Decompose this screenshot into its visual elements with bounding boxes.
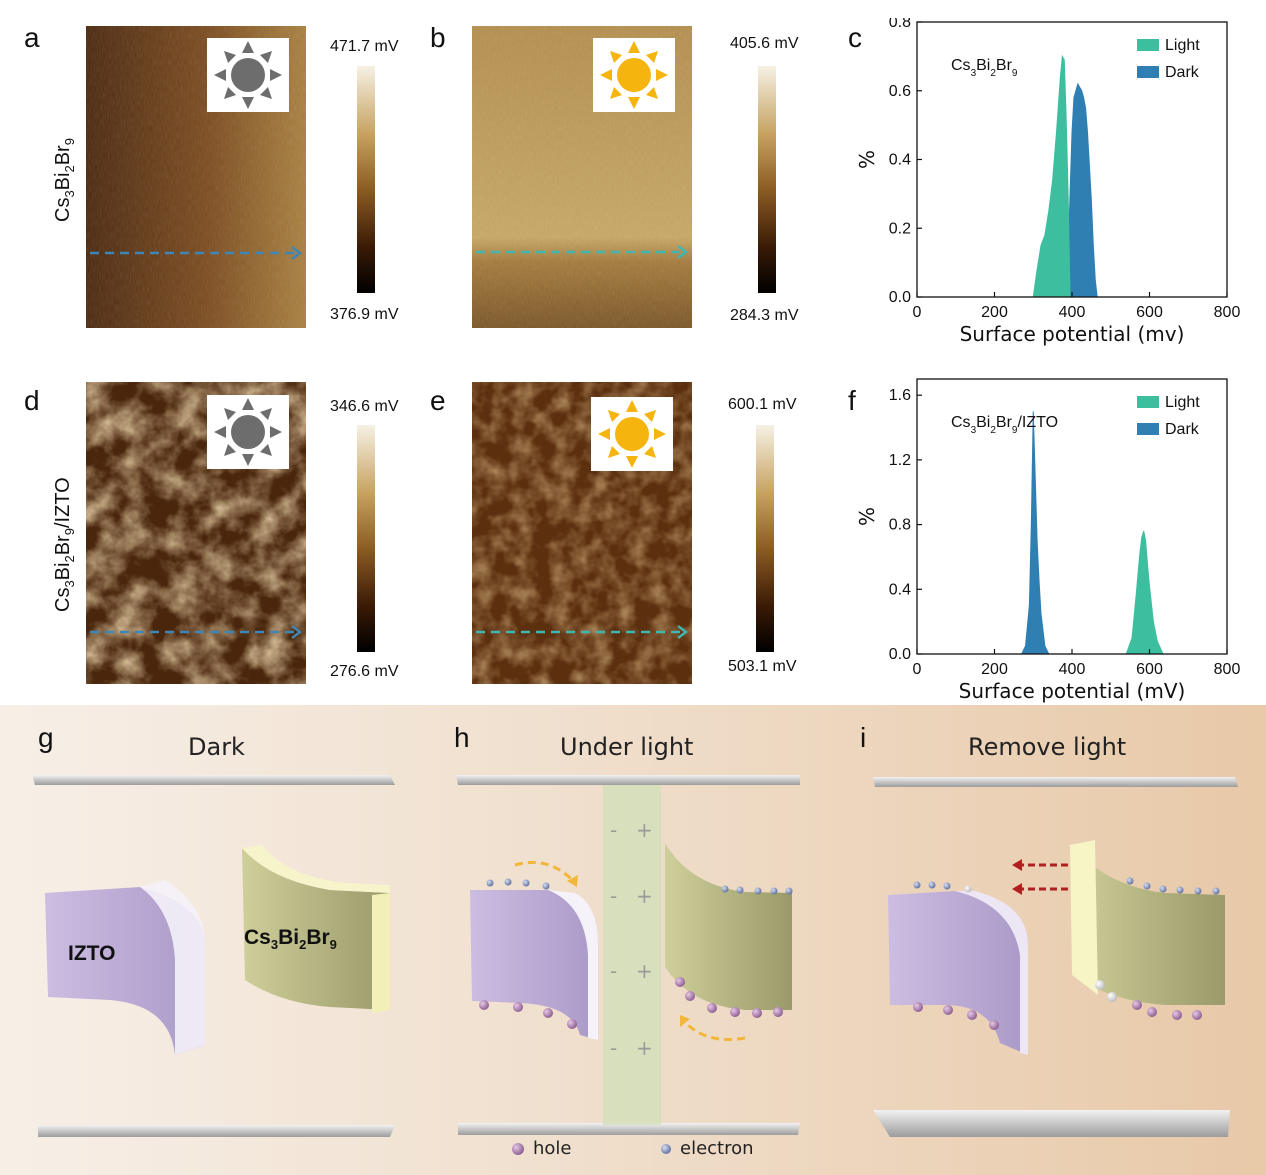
legend-label-light: Light xyxy=(1165,37,1200,54)
y-tick-label: 0.0 xyxy=(889,646,911,663)
legend-swatch-light xyxy=(1137,39,1159,51)
legend-swatch-light xyxy=(1137,396,1159,408)
y-tick-label: 0.2 xyxy=(889,220,911,237)
colorbar-b xyxy=(758,66,776,293)
bottom-electrode-h xyxy=(458,1123,800,1135)
arrow-head xyxy=(677,245,689,259)
y-axis-title: % xyxy=(855,150,879,169)
arrow-head xyxy=(677,625,689,639)
sample-label-row2: Cs3Bi2Br9/IZTO xyxy=(52,477,77,612)
y-tick-label: 0.4 xyxy=(889,581,911,598)
panel-letter-e: e xyxy=(430,385,446,416)
scene-title-under-light: Under light xyxy=(560,733,694,761)
svg-text:+: + xyxy=(636,818,653,842)
bottom-electrode-g xyxy=(38,1125,395,1137)
y-tick-label: 0.0 xyxy=(889,289,911,306)
colorbar-e-max: 600.1 mV xyxy=(728,396,797,413)
x-axis-title: Surface potential (mV) xyxy=(959,679,1186,703)
panel-letter-g: g xyxy=(38,722,54,753)
top-electrode-g xyxy=(32,775,395,785)
panel-letter-b: b xyxy=(430,22,446,53)
y-tick-label: 0.4 xyxy=(889,152,911,169)
svg-text:-: - xyxy=(610,818,617,842)
colorbar-a-min: 376.9 mV xyxy=(330,306,399,323)
dark-sun-icon xyxy=(207,395,289,469)
schematic-drawing: - + - + - + - + xyxy=(32,775,1238,1155)
chart-annotation: Cs3Bi2Br9/IZTO xyxy=(951,414,1058,436)
colorbar-a xyxy=(357,66,375,293)
x-tick-label: 0 xyxy=(913,661,922,678)
x-tick-label: 400 xyxy=(1059,661,1086,678)
panel-letter-h: h xyxy=(454,722,470,753)
x-tick-label: 600 xyxy=(1136,304,1163,321)
panel-letter-a: a xyxy=(24,22,40,53)
y-tick-label: 0.8 xyxy=(889,18,911,31)
x-axis-title: Surface potential (mv) xyxy=(960,322,1185,346)
x-tick-label: 800 xyxy=(1214,304,1241,321)
svg-text:+: + xyxy=(636,959,653,983)
legend-label-dark: Dark xyxy=(1165,64,1200,81)
svg-text:+: + xyxy=(636,884,653,908)
series-area-light xyxy=(1032,54,1071,298)
colorbar-d xyxy=(357,425,375,652)
svg-text:-: - xyxy=(610,884,617,908)
legend-label-light: Light xyxy=(1165,394,1200,411)
izto-label: IZTO xyxy=(68,942,116,965)
cs3bi2br9-block xyxy=(242,848,390,1010)
chart-annotation: Cs3Bi2Br9 xyxy=(951,57,1018,79)
x-tick-label: 0 xyxy=(913,304,922,321)
scene-title-remove-light: Remove light xyxy=(968,733,1127,761)
x-tick-label: 800 xyxy=(1214,661,1241,678)
panel-letter-d: d xyxy=(24,385,40,416)
kpfm-map-d xyxy=(86,382,306,684)
x-tick-label: 400 xyxy=(1059,304,1086,321)
panel-letter-c: c xyxy=(848,22,862,53)
dark-sun-icon xyxy=(207,38,289,112)
y-tick-label: 1.6 xyxy=(889,387,911,404)
histogram-chart-c: 0 200 400 600 800 0.0 0.2 0.4 0.6 0.8 Surface pote… xyxy=(855,18,1241,346)
x-tick-label: 200 xyxy=(981,304,1008,321)
y-axis-title: % xyxy=(855,507,879,526)
y-tick-label: 0.6 xyxy=(889,83,911,100)
arrow-head xyxy=(291,625,303,639)
series-area-dark xyxy=(1020,411,1050,655)
series-area-light xyxy=(1125,530,1164,655)
svg-text:+: + xyxy=(636,1036,653,1060)
colorbar-e xyxy=(756,425,774,652)
y-tick-label: 1.2 xyxy=(889,452,911,469)
histogram-chart-f: 0 200 400 600 800 0.0 0.4 0.8 1.2 1.6 Surface pote… xyxy=(855,378,1241,703)
panel-letter-i: i xyxy=(860,722,867,753)
legend-swatch-dark xyxy=(1137,423,1159,435)
colorbar-e-min: 503.1 mV xyxy=(728,658,797,675)
top-electrode-h xyxy=(456,775,800,785)
y-tick-label: 0.8 xyxy=(889,517,911,534)
legend-swatch-dark xyxy=(1137,66,1159,78)
colorbar-b-max: 405.6 mV xyxy=(730,35,799,52)
colorbar-b-min: 284.3 mV xyxy=(730,307,799,324)
series-area-dark xyxy=(1063,82,1098,298)
top-electrode-i xyxy=(873,777,1238,787)
colorbar-d-min: 276.6 mV xyxy=(330,663,399,680)
bright-sun-icon xyxy=(593,38,675,112)
panel-letter-f: f xyxy=(848,385,856,416)
colorbar-d-max: 346.6 mV xyxy=(330,398,399,415)
bright-sun-icon xyxy=(591,397,673,471)
arrow-head xyxy=(291,246,303,260)
scene-title-dark: Dark xyxy=(188,733,245,761)
hole-legend-marker xyxy=(512,1143,524,1155)
legend-hole-label: hole xyxy=(533,1138,572,1159)
depletion-region xyxy=(603,785,661,1125)
x-tick-label: 200 xyxy=(981,661,1008,678)
colorbar-a-max: 471.7 mV xyxy=(330,38,399,55)
legend-electron-label: electron xyxy=(680,1138,754,1159)
bottom-electrode-i xyxy=(873,1110,1230,1137)
sample-label-row1: Cs3Bi2Br9 xyxy=(52,138,77,222)
izto-block xyxy=(45,887,205,1055)
svg-text:-: - xyxy=(610,1036,617,1060)
x-tick-label: 600 xyxy=(1136,661,1163,678)
cs3bi2br9-label: Cs3Bi2Br9 xyxy=(244,926,337,953)
electron-legend-marker xyxy=(661,1144,671,1154)
svg-text:-: - xyxy=(610,959,617,983)
legend-label-dark: Dark xyxy=(1165,421,1200,438)
